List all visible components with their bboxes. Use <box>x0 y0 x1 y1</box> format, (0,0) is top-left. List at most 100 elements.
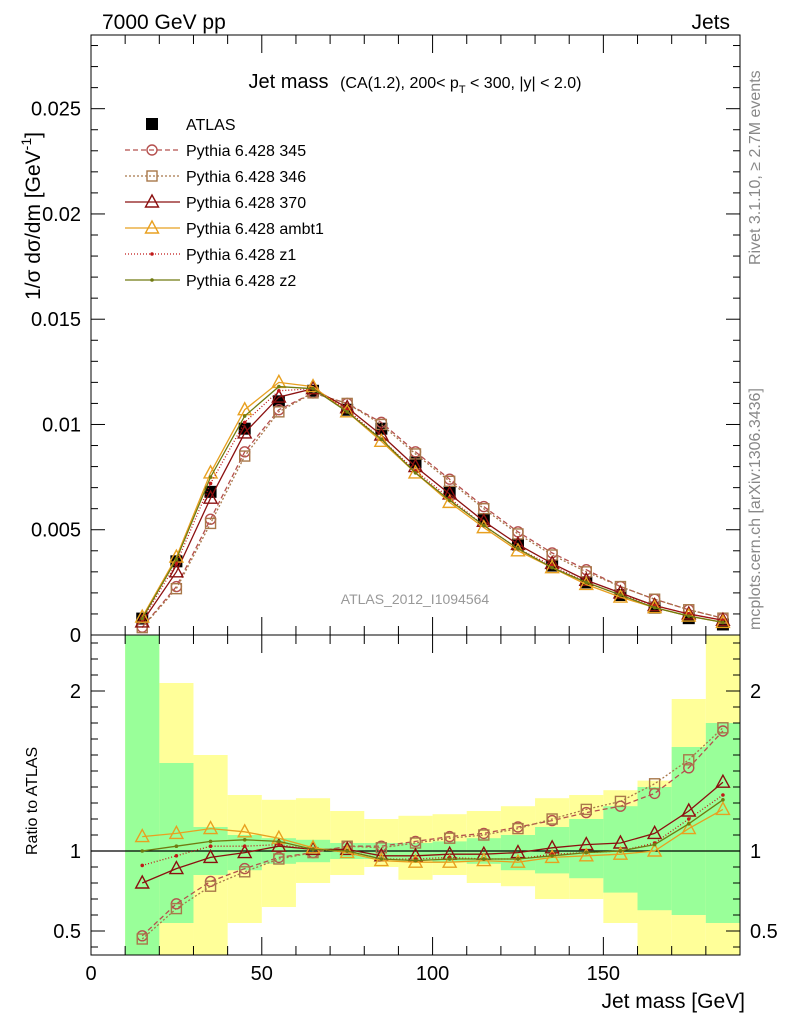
ratio-point <box>174 844 179 848</box>
ratio-plot-panel: 0.5 0.5 1 1 2 2 0 50 100 150 Ratio to ATLAS Jet m… <box>24 634 778 1013</box>
legend-marker <box>144 219 160 234</box>
main-y-tick-label: 0.01 <box>42 414 81 436</box>
data-point <box>482 523 486 528</box>
ratio-point <box>681 802 697 817</box>
header-jets-label: Jets <box>691 11 730 34</box>
data-point <box>715 611 731 626</box>
ratio-point <box>686 822 691 826</box>
ratio-point <box>242 844 247 848</box>
ratio-point <box>646 824 663 840</box>
data-point <box>413 471 418 475</box>
legend-item-pythia-6-428-ambt1: Pythia 6.428 ambt1 <box>125 219 324 238</box>
ratio-point <box>277 842 281 847</box>
ratio-y-tick-label: 0.5 <box>53 921 81 943</box>
ratio-point <box>721 798 725 802</box>
inner-band-bin <box>125 635 160 955</box>
legend-label: Pythia 6.428 346 <box>186 169 306 186</box>
ratio-point <box>379 857 384 861</box>
data-point <box>174 557 179 562</box>
ratio-point <box>136 933 148 945</box>
inner-band-bin <box>637 787 672 911</box>
data-point <box>618 593 623 597</box>
data-point <box>208 481 213 486</box>
x-axis-label: Jet mass [GeV] <box>601 990 745 1013</box>
ratio-point <box>271 837 287 852</box>
data-point <box>447 498 452 503</box>
header-energy-label: 7000 GeV pp <box>102 11 226 34</box>
data-point <box>204 517 217 530</box>
main-y-tick-label: 0.005 <box>31 520 81 542</box>
ratio-point <box>550 854 554 858</box>
legend-item-atlas: ATLAS <box>146 117 236 134</box>
ratio-point <box>202 820 219 835</box>
series-line <box>141 385 724 624</box>
ratio-plot-frame <box>90 634 741 956</box>
data-point <box>578 571 594 586</box>
ratio-point <box>443 832 456 844</box>
legend-item-pythia-6-428-z2: Pythia 6.428 z2 <box>125 273 296 290</box>
ratio-series-pythia-6-428-346 <box>136 722 729 945</box>
legend-marker <box>150 278 154 282</box>
data-point <box>612 584 629 599</box>
data-point <box>373 432 390 448</box>
series-line <box>141 388 724 621</box>
ratio-point <box>612 845 629 860</box>
ratio-point <box>170 902 183 915</box>
plot-title-cuts: (CA(1.2), 200< pT < 300, |y| < 2.0) <box>340 75 581 96</box>
ratio-series-line <box>142 799 724 862</box>
ratio-point <box>311 847 315 852</box>
ratio-point <box>578 847 594 862</box>
ratio-series-pythia-6-428-z2 <box>140 798 725 863</box>
ratio-point <box>686 817 691 821</box>
legend-marker <box>144 193 160 208</box>
pt-subscript: T <box>459 84 466 96</box>
legend-label: Pythia 6.428 ambt1 <box>186 221 324 238</box>
ratio-point <box>277 839 281 844</box>
legend-label: Pythia 6.428 370 <box>186 195 306 212</box>
ratio-point <box>407 853 424 868</box>
data-point <box>443 485 456 498</box>
ratio-y-tick-label-right: 1 <box>750 841 761 863</box>
ratio-point <box>646 842 663 857</box>
ratio-point <box>140 863 145 868</box>
legend-item-pythia-6-428-345: Pythia 6.428 345 <box>125 143 306 160</box>
inner-band-bin <box>432 841 467 863</box>
ratio-point <box>134 828 150 843</box>
ratio-y-axis-label: Ratio to ATLAS <box>24 747 41 855</box>
data-point <box>311 386 315 391</box>
ratio-point <box>721 793 725 797</box>
ratio-point <box>204 880 217 892</box>
legend-marker <box>146 144 158 156</box>
data-point <box>512 528 524 540</box>
data-point <box>168 563 185 578</box>
ratio-point <box>614 795 627 808</box>
main-series-group <box>134 373 731 634</box>
data-point <box>721 620 725 625</box>
ratio-point <box>174 854 179 858</box>
ratio-point <box>584 850 589 855</box>
ratio-point <box>134 874 150 889</box>
data-point <box>339 403 355 418</box>
main-y-axis-label: 1/σ dσ/dm [GeV-1] <box>18 132 45 300</box>
analysis-watermark: ATLAS_2012_I1094564 <box>341 591 490 607</box>
ratio-point <box>208 844 213 848</box>
series-line <box>141 387 724 623</box>
rivet-version-label: Rivet 3.1.10, ≥ 2.7M events <box>747 70 764 265</box>
ratio-point <box>242 838 247 842</box>
data-point <box>237 424 253 439</box>
ratio-point <box>237 844 253 859</box>
data-point <box>170 582 183 595</box>
legend-marker <box>146 170 158 182</box>
legend-item-pythia-6-428-z1: Pythia 6.428 z1 <box>125 247 296 264</box>
data-point <box>375 418 388 431</box>
ratio-point <box>305 839 321 854</box>
ratio-point <box>516 857 520 861</box>
data-point <box>277 388 281 393</box>
data-point <box>652 605 657 610</box>
data-point <box>134 608 150 623</box>
data-point <box>686 614 691 618</box>
series-pythia-6-428-ambt1 <box>134 373 731 629</box>
plot-title-main: Jet mass <box>249 71 329 93</box>
data-point <box>239 450 251 462</box>
